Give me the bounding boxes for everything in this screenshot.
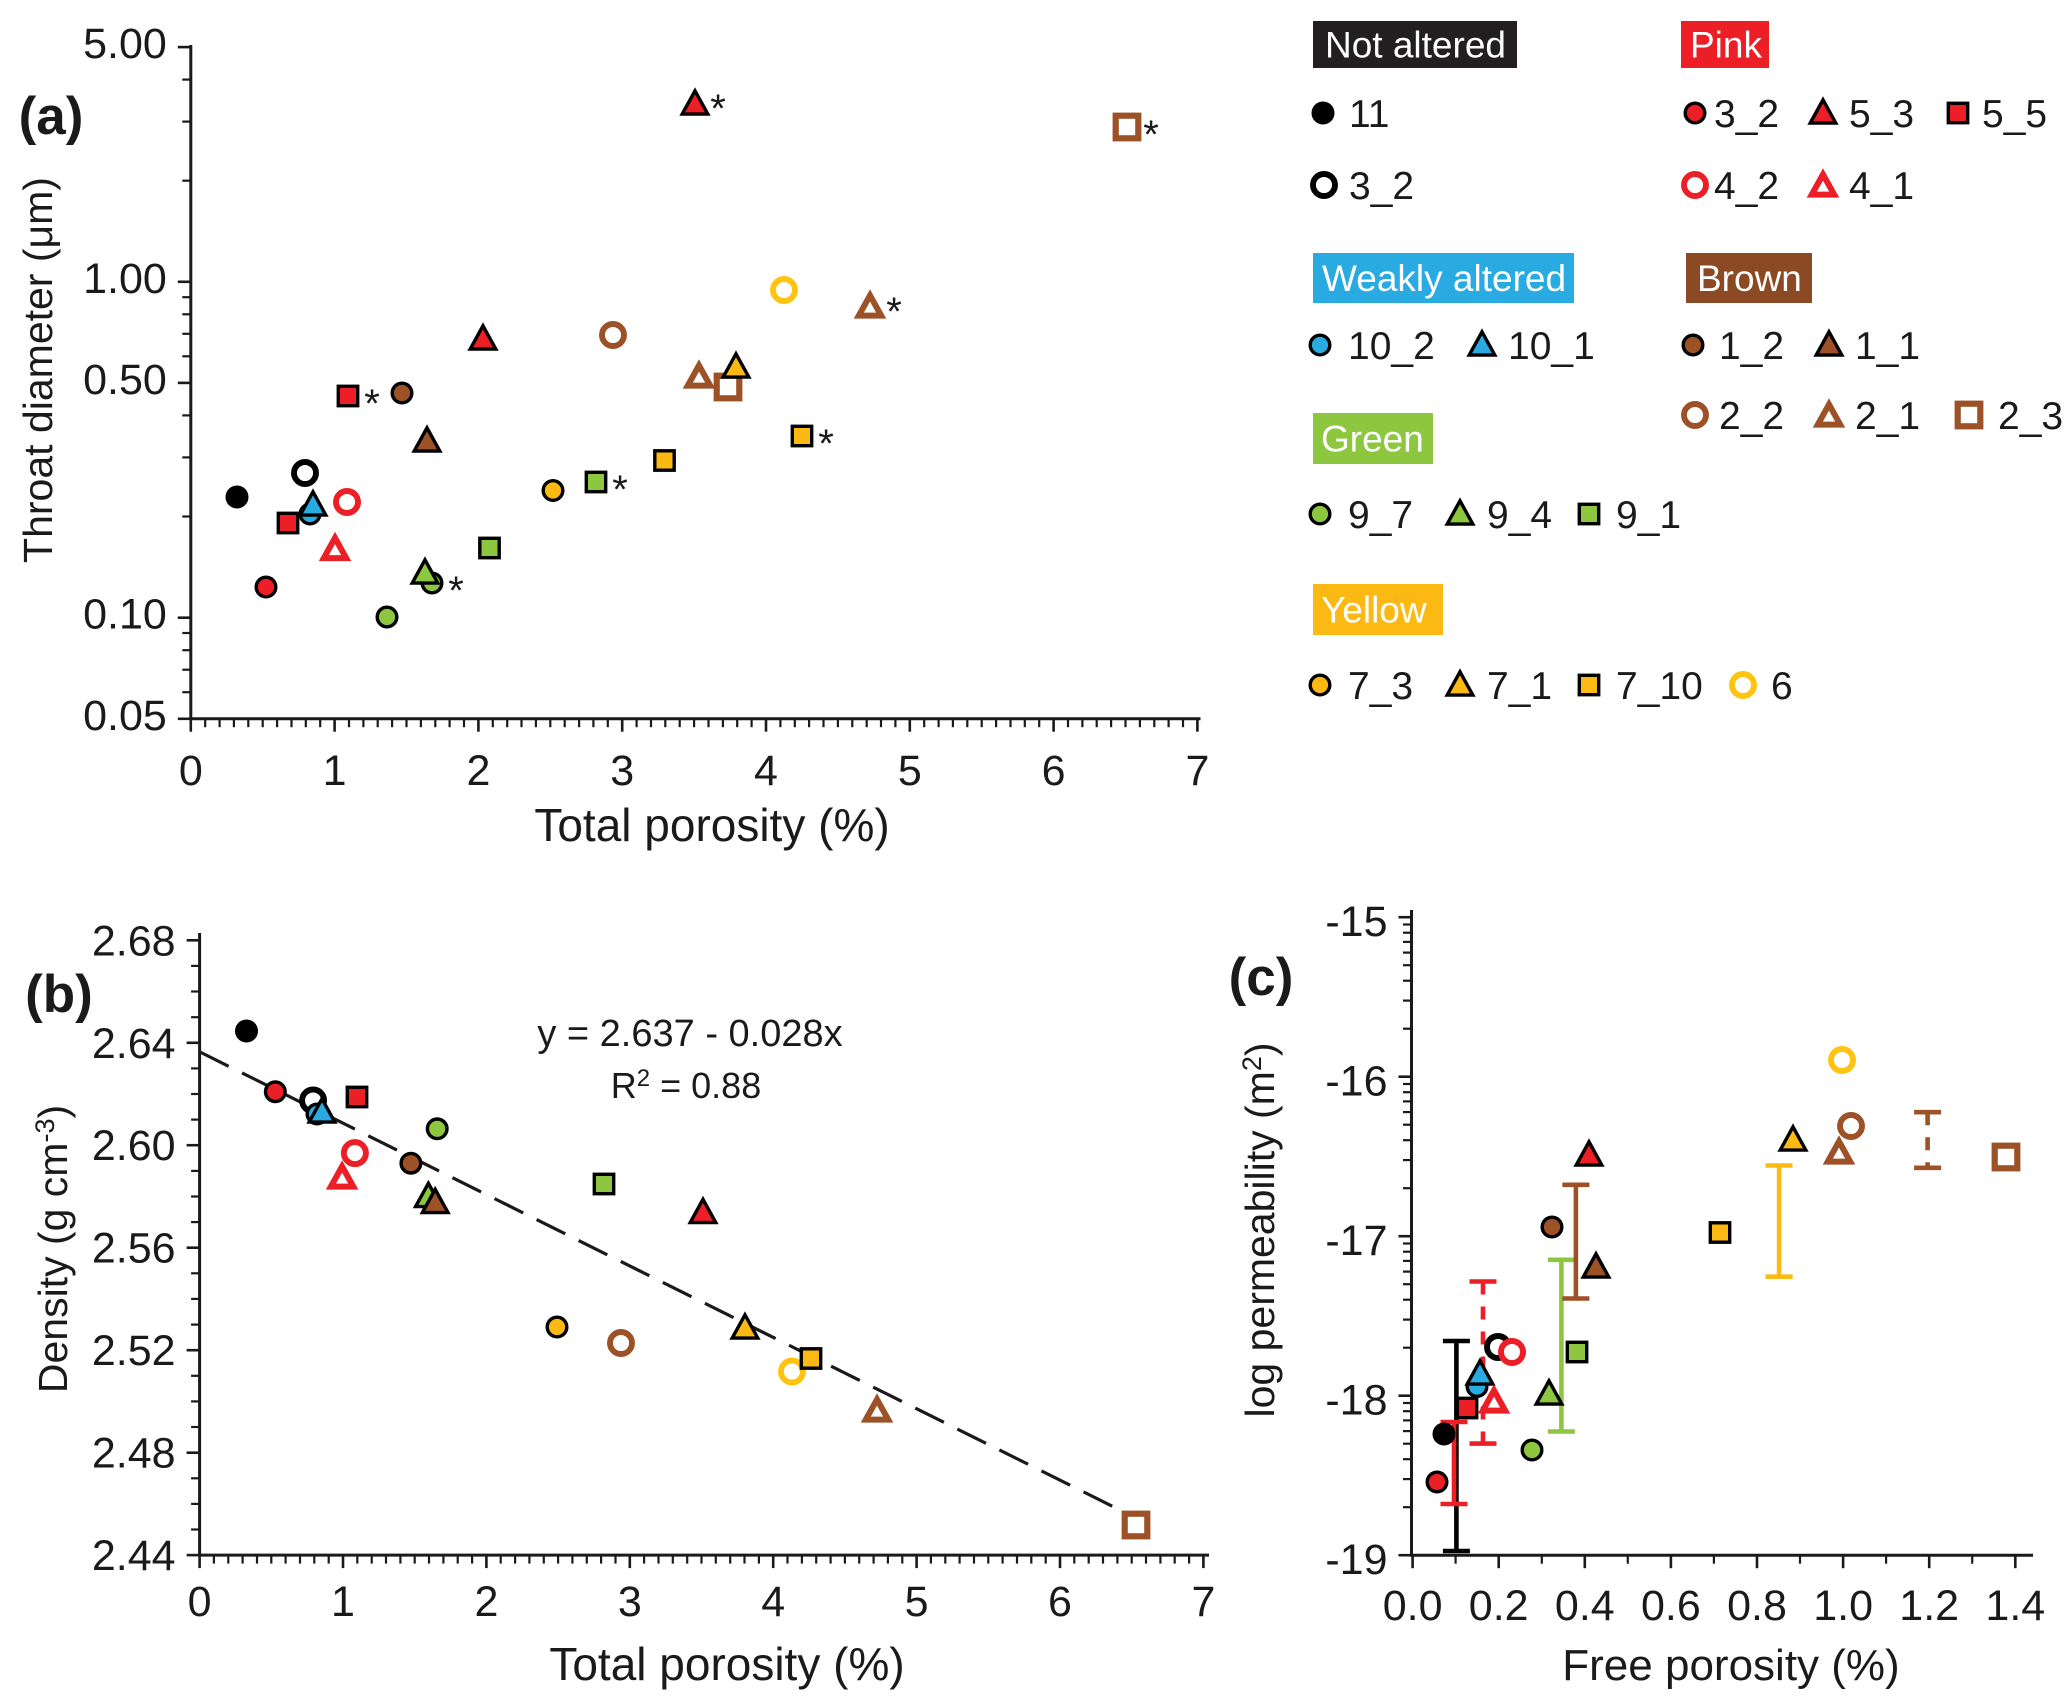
svg-text:2.48: 2.48 — [92, 1430, 176, 1478]
svg-text:5_3: 5_3 — [1849, 93, 1914, 136]
svg-text:1: 1 — [331, 1578, 355, 1626]
svg-text:1.4: 1.4 — [1985, 1582, 2045, 1630]
svg-text:0.6: 0.6 — [1641, 1582, 1701, 1630]
svg-text:1: 1 — [323, 747, 347, 795]
svg-text:0.05: 0.05 — [83, 692, 167, 740]
svg-text:10_1: 10_1 — [1508, 325, 1595, 368]
svg-text:1.2: 1.2 — [1899, 1582, 1959, 1630]
svg-text:*: * — [448, 569, 464, 613]
svg-text:*: * — [818, 422, 834, 466]
svg-text:-19: -19 — [1325, 1536, 1387, 1584]
svg-text:Free porosity (%): Free porosity (%) — [1562, 1641, 1899, 1690]
svg-text:7_10: 7_10 — [1616, 665, 1703, 708]
svg-text:0.4: 0.4 — [1555, 1582, 1615, 1630]
svg-text:7: 7 — [1185, 747, 1209, 795]
svg-text:2_2: 2_2 — [1719, 395, 1784, 438]
svg-text:(c): (c) — [1229, 948, 1294, 1007]
svg-text:*: * — [710, 87, 726, 131]
svg-text:0: 0 — [188, 1578, 212, 1626]
svg-text:0.2: 0.2 — [1469, 1582, 1529, 1630]
svg-text:*: * — [612, 468, 628, 512]
svg-text:Yellow: Yellow — [1321, 590, 1427, 631]
svg-text:Pink: Pink — [1690, 25, 1762, 66]
svg-text:0.0: 0.0 — [1383, 1582, 1443, 1630]
svg-text:7_3: 7_3 — [1348, 665, 1413, 708]
svg-text:4: 4 — [761, 1578, 785, 1626]
svg-text:3: 3 — [610, 747, 634, 795]
svg-text:3_2: 3_2 — [1714, 93, 1779, 136]
svg-text:(a): (a) — [19, 87, 84, 146]
svg-text:Total porosity (%): Total porosity (%) — [549, 1638, 904, 1690]
svg-text:3: 3 — [618, 1578, 642, 1626]
svg-text:Brown: Brown — [1697, 258, 1802, 299]
svg-text:9_1: 9_1 — [1616, 494, 1681, 537]
svg-text:Throat diameter (μm): Throat diameter (μm) — [15, 177, 61, 563]
svg-text:6: 6 — [1048, 1578, 1072, 1626]
svg-text:5: 5 — [898, 747, 922, 795]
svg-text:3_2: 3_2 — [1349, 165, 1414, 208]
svg-text:y = 2.637 - 0.028x: y = 2.637 - 0.028x — [537, 1013, 842, 1055]
svg-text:10_2: 10_2 — [1348, 325, 1435, 368]
svg-text:2.56: 2.56 — [92, 1225, 176, 1273]
svg-text:0.10: 0.10 — [83, 591, 167, 639]
svg-text:-15: -15 — [1325, 898, 1387, 946]
svg-text:2.52: 2.52 — [92, 1327, 176, 1375]
svg-text:1_1: 1_1 — [1855, 325, 1920, 368]
svg-text:2.60: 2.60 — [92, 1122, 176, 1170]
svg-text:2: 2 — [466, 747, 490, 795]
svg-text:7: 7 — [1191, 1578, 1215, 1626]
svg-text:Green: Green — [1321, 419, 1424, 460]
svg-text:log permeability (m2): log permeability (m2) — [1237, 1042, 1283, 1417]
svg-text:9_7: 9_7 — [1348, 494, 1413, 537]
svg-text:2.68: 2.68 — [92, 917, 176, 965]
svg-text:6: 6 — [1771, 665, 1793, 708]
svg-text:0.50: 0.50 — [83, 356, 167, 404]
svg-text:-17: -17 — [1325, 1217, 1387, 1265]
svg-text:*: * — [886, 290, 902, 334]
svg-text:2: 2 — [474, 1578, 498, 1626]
svg-text:5_5: 5_5 — [1982, 93, 2047, 136]
svg-text:1.0: 1.0 — [1813, 1582, 1873, 1630]
svg-text:5.00: 5.00 — [83, 20, 167, 68]
svg-text:4_2: 4_2 — [1714, 165, 1779, 208]
svg-text:Total porosity (%): Total porosity (%) — [534, 799, 889, 851]
svg-text:-16: -16 — [1325, 1058, 1387, 1106]
svg-text:*: * — [1143, 113, 1159, 157]
svg-text:(b): (b) — [25, 965, 93, 1024]
svg-text:2.44: 2.44 — [92, 1532, 176, 1580]
svg-text:2_1: 2_1 — [1855, 395, 1920, 438]
svg-text:Not altered: Not altered — [1325, 25, 1506, 66]
svg-text:1.00: 1.00 — [83, 255, 167, 303]
svg-text:5: 5 — [905, 1578, 929, 1626]
svg-text:0: 0 — [179, 747, 203, 795]
svg-text:11: 11 — [1349, 93, 1390, 136]
svg-text:1_2: 1_2 — [1719, 325, 1784, 368]
svg-text:7_1: 7_1 — [1487, 665, 1552, 708]
svg-text:-18: -18 — [1325, 1377, 1387, 1425]
svg-text:4_1: 4_1 — [1849, 165, 1914, 208]
svg-text:2_3: 2_3 — [1998, 395, 2063, 438]
svg-text:*: * — [364, 382, 380, 426]
svg-text:6: 6 — [1042, 747, 1066, 795]
svg-text:9_4: 9_4 — [1487, 494, 1552, 537]
svg-text:Density (g cm-3): Density (g cm-3) — [30, 1105, 76, 1393]
svg-text:Weakly altered: Weakly altered — [1322, 258, 1566, 299]
svg-text:4: 4 — [754, 747, 778, 795]
svg-text:2.64: 2.64 — [92, 1020, 176, 1068]
svg-text:0.8: 0.8 — [1727, 1582, 1787, 1630]
svg-text:R2 = 0.88: R2 = 0.88 — [611, 1065, 761, 1106]
